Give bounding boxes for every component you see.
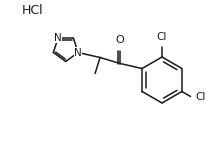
Text: O: O [116, 35, 125, 45]
Text: N: N [54, 33, 62, 43]
Text: HCl: HCl [22, 4, 44, 17]
Text: Cl: Cl [196, 91, 206, 101]
Text: N: N [74, 48, 82, 58]
Text: Cl: Cl [157, 31, 167, 41]
